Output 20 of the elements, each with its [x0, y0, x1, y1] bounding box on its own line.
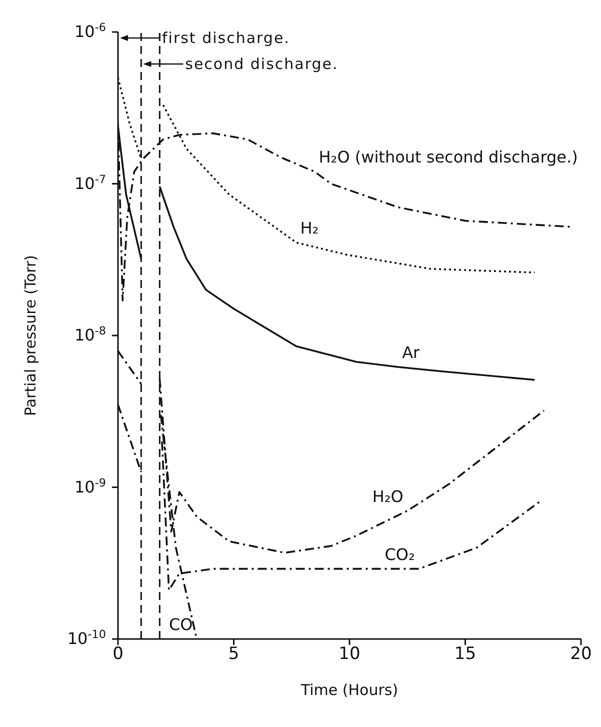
- x-axis-title: Time (Hours): [300, 681, 398, 699]
- annotation: CO: [168, 615, 193, 634]
- annotation: H₂: [300, 218, 319, 238]
- x-tick-label: 10: [338, 644, 360, 664]
- y-tick-label: 10$^{-10}$: [67, 628, 106, 648]
- annotation: Ar: [402, 343, 420, 362]
- y-tick-label: 10$^{-7}$: [74, 172, 106, 193]
- x-tick-label: 20: [570, 644, 592, 664]
- y-axis-title: Partial pressure (Torr): [21, 254, 40, 416]
- y-tick-label: 10$^{-9}$: [74, 476, 106, 496]
- ref-line-label: second discharge.: [185, 55, 338, 73]
- x-tick-label: 0: [112, 644, 124, 664]
- y-tick-label: 10$^{-8}$: [74, 324, 106, 344]
- x-tick-label: 15: [454, 644, 476, 664]
- x-tick-label: 5: [228, 644, 240, 664]
- annotation: H₂O: [372, 486, 404, 506]
- annotation: H₂O (without second discharge.): [318, 148, 578, 167]
- y-tick-label: 10$^{-6}$: [74, 20, 106, 41]
- annotation: CO₂: [384, 544, 415, 564]
- annotation: first discharge.: [162, 29, 290, 47]
